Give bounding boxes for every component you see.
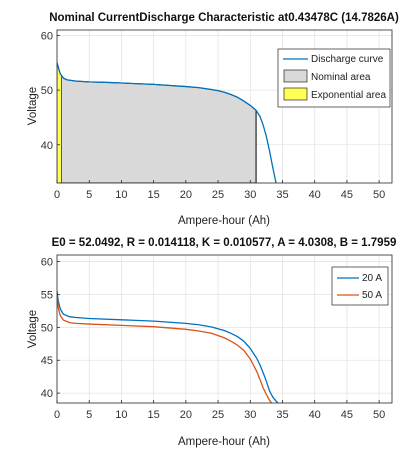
legend-item-nominal-area: Nominal area [311, 72, 371, 83]
x-tick-label: 15 [148, 189, 160, 201]
series-lines [57, 62, 277, 183]
x-tick-label: 40 [309, 409, 321, 421]
legend-swatch-nominal-area [283, 69, 308, 83]
x-tick-label: 50 [373, 409, 385, 421]
x-tick-label: 0 [54, 409, 60, 421]
x-tick-label: 45 [341, 409, 353, 421]
x-tick-label: 20 [180, 189, 192, 201]
y-tick-label: 45 [41, 355, 53, 367]
series-line-20-a [57, 291, 279, 403]
y-axis-label: Voltage [27, 87, 39, 125]
x-tick-label: 20 [180, 409, 192, 421]
x-tick-label: 5 [86, 409, 92, 421]
plot-area-frame [56, 29, 393, 184]
x-tick-label: 35 [276, 409, 288, 421]
x-axis-label: Ampere-hour (Ah) [178, 436, 270, 448]
series-line-50-a [57, 294, 273, 403]
y-tick-label: 55 [41, 289, 53, 301]
x-tick-label: 45 [341, 189, 353, 201]
y-tick-label: 50 [41, 85, 53, 97]
legend-swatch-exponential-area [283, 87, 308, 101]
y-tick-label: 50 [41, 322, 53, 334]
x-tick-label: 30 [244, 409, 256, 421]
x-tick-label: 10 [115, 409, 127, 421]
legend: 20 A 50 A [331, 266, 389, 306]
current-comparison-chart: E0 = 52.0492, R = 0.014118, K = 0.010577… [27, 237, 396, 448]
legend-item-exponential-area: Exponential area [311, 90, 386, 101]
x-tick-label: 0 [54, 189, 60, 201]
x-tick-label: 15 [148, 409, 160, 421]
ticks: 0 5 10 15 20 25 30 35 40 45 50 40 50 60 [41, 30, 385, 201]
x-tick-label: 25 [212, 409, 224, 421]
x-axis-label: Ampere-hour (Ah) [178, 215, 270, 227]
y-tick-label: 60 [41, 257, 53, 269]
x-tick-label: 50 [373, 189, 385, 201]
ticks: 0 5 10 15 20 25 30 35 40 45 50 40 45 50 55 60 [41, 257, 385, 421]
legend-item-discharge-curve: Discharge curve [311, 54, 384, 65]
x-tick-label: 5 [86, 189, 92, 201]
chart-title: Nominal CurrentDischarge Characteristic … [49, 12, 399, 24]
legend-item-50a: 50 A [362, 290, 382, 301]
plot-area-frame [56, 254, 393, 404]
y-tick-label: 60 [41, 30, 53, 42]
legend-box [331, 266, 389, 306]
y-axis-label: Voltage [27, 310, 39, 348]
y-tick-label: 40 [41, 388, 53, 400]
y-tick-label: 40 [41, 140, 53, 152]
exponential-area-region [57, 62, 62, 183]
legend-item-20a: 20 A [362, 273, 382, 284]
series-line-discharge-curve [57, 62, 277, 183]
x-tick-label: 30 [244, 189, 256, 201]
legend: Discharge curve Nominal area Exponential… [277, 48, 391, 108]
discharge-characteristic-chart: Nominal CurrentDischarge Characteristic … [27, 12, 399, 227]
series-lines [57, 291, 279, 403]
x-tick-label: 40 [309, 189, 321, 201]
x-tick-label: 10 [115, 189, 127, 201]
x-tick-label: 25 [212, 189, 224, 201]
chart-title: E0 = 52.0492, R = 0.014118, K = 0.010577… [52, 237, 397, 249]
x-tick-label: 35 [276, 189, 288, 201]
